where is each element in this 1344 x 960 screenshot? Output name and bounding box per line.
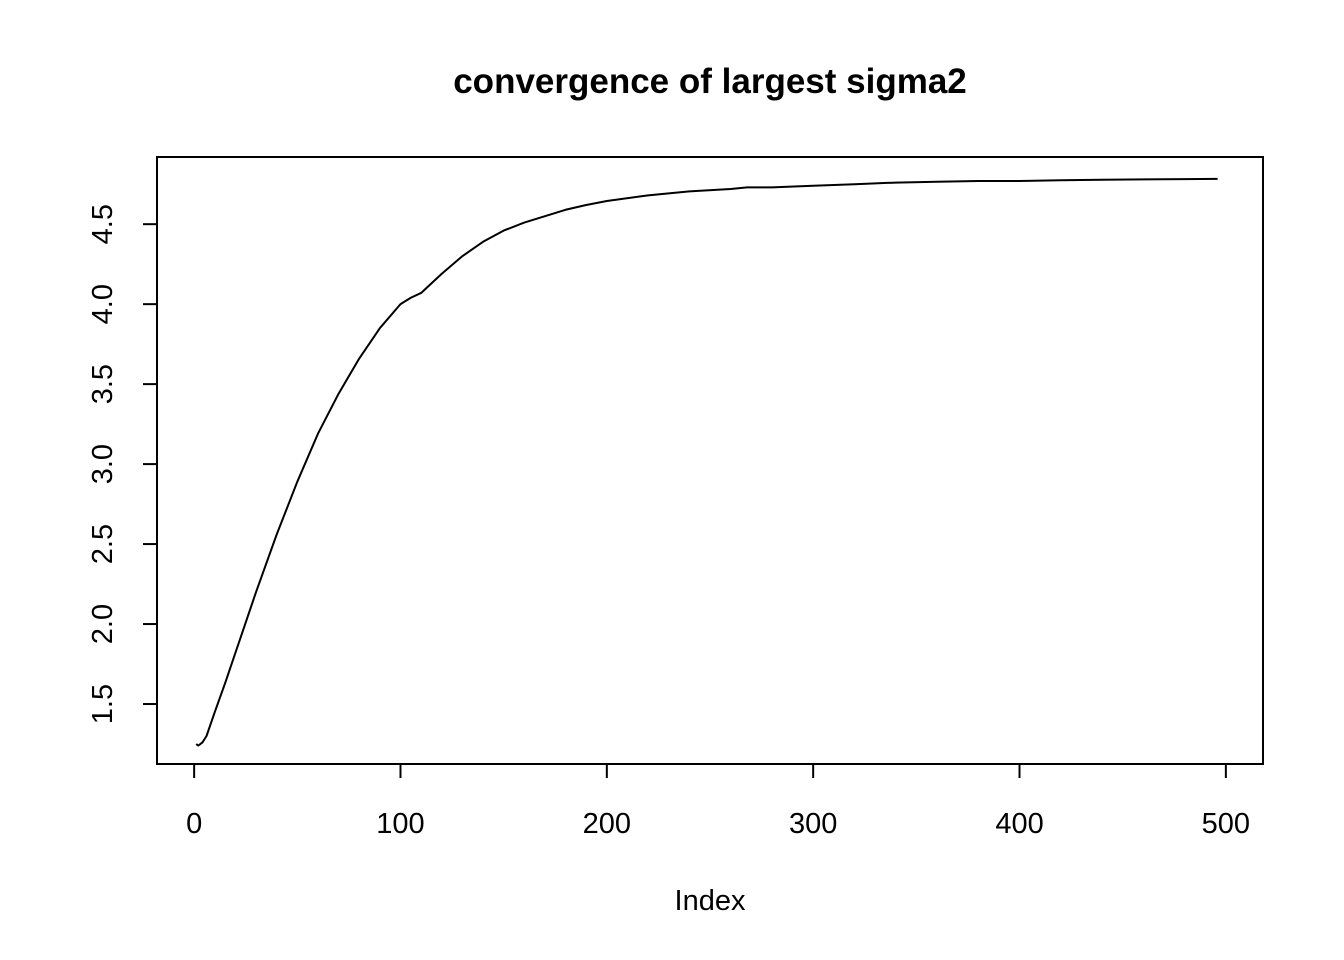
y-tick-label: 2.5 — [87, 524, 119, 564]
y-tick-label: 3.5 — [87, 364, 119, 404]
x-tick-label: 0 — [186, 808, 202, 840]
x-axis-label: Index — [675, 885, 746, 917]
x-tick-label: 500 — [1202, 808, 1250, 840]
x-tick-label: 200 — [583, 808, 631, 840]
x-tick-label: 100 — [376, 808, 424, 840]
y-tick-label: 3.0 — [87, 444, 119, 484]
y-axis-ticks: 1.5 2.0 2.5 3.0 3.5 4.0 4.5 — [87, 204, 157, 724]
x-axis-ticks: 0 100 200 300 400 500 — [186, 764, 1250, 840]
plot-frame — [156, 156, 1264, 765]
x-tick-label: 300 — [789, 808, 837, 840]
x-tick-label: 400 — [995, 808, 1043, 840]
chart-title: convergence of largest sigma2 — [453, 62, 967, 101]
y-tick-label: 4.5 — [87, 204, 119, 244]
series-line — [195, 177, 1218, 747]
y-tick-label: 1.5 — [87, 684, 119, 724]
y-tick-label: 4.0 — [87, 284, 119, 324]
y-tick-label: 2.0 — [87, 604, 119, 644]
